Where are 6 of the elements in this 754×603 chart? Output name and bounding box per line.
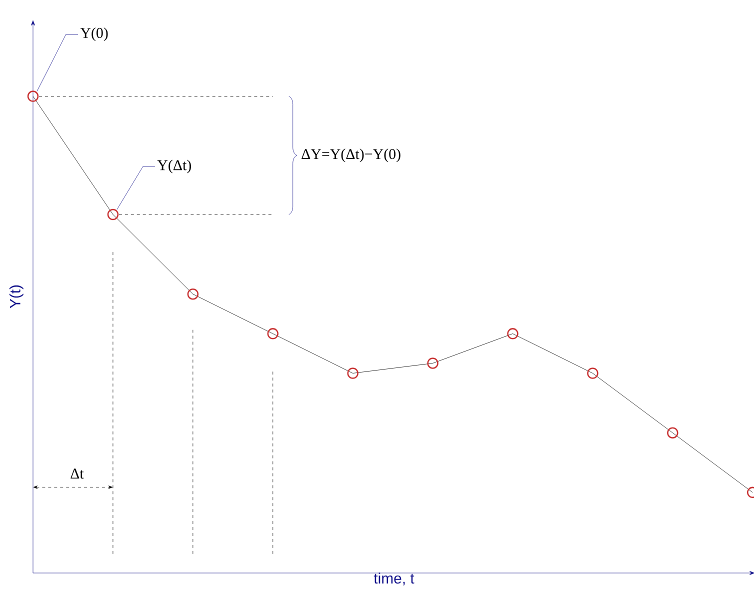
x-axis-title: time, t bbox=[374, 572, 414, 586]
annotation: ΔY=Y(Δt)−Y(0) bbox=[302, 148, 400, 162]
y-axis-title: Y(t) bbox=[9, 285, 24, 308]
annotation: Δt bbox=[70, 468, 84, 479]
annotation: Y(Δt) bbox=[157, 160, 191, 174]
text: Y(0) bbox=[80, 28, 108, 42]
